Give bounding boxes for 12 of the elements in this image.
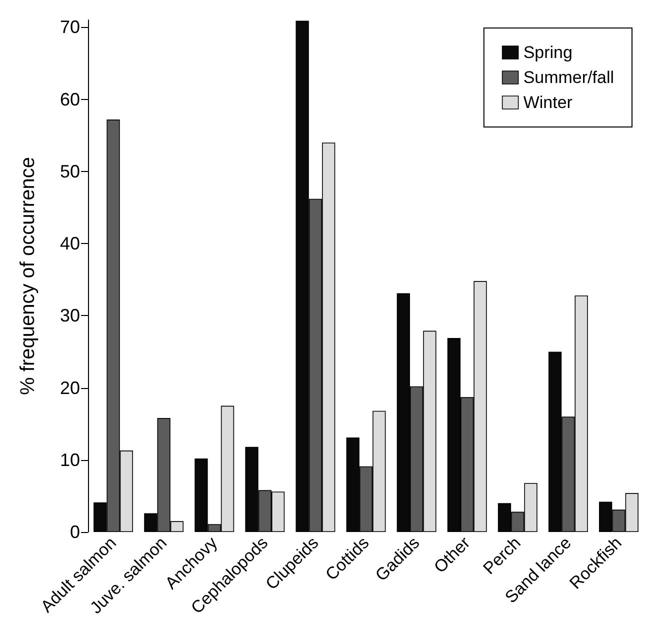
y-axis-title: % frequency of occurrence — [17, 157, 39, 395]
y-tick-label: 70 — [60, 17, 80, 38]
legend-label: Winter — [523, 93, 573, 112]
y-tick-label: 60 — [60, 89, 80, 110]
y-tick-label: 0 — [70, 522, 80, 542]
y-tick-label: 40 — [60, 234, 80, 254]
y-tick-label: 20 — [60, 378, 80, 398]
y-tick-label: 30 — [60, 306, 80, 326]
legend-label: Summer/fall — [523, 68, 614, 87]
y-tick-label: 50 — [60, 161, 80, 182]
legend-label: Spring — [523, 43, 572, 62]
y-tick-label: 10 — [60, 450, 80, 470]
